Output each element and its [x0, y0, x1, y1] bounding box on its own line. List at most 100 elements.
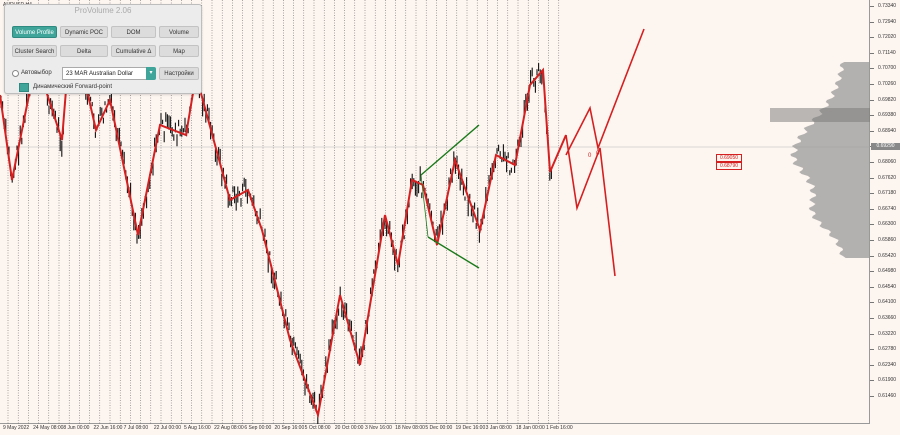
price-tick-label: 0.73340 [878, 3, 897, 9]
time-tick-label: 8 Jun 00:00 [63, 425, 90, 431]
time-tick-label: 18 Jan 00:00 [515, 425, 545, 431]
panel-title: ProVolume 2.06 [74, 6, 132, 15]
time-tick-label: 22 Jun 16:00 [93, 425, 123, 431]
price-tick-label: 0.63220 [878, 330, 897, 337]
price-tick-label: 0.72940 [878, 18, 897, 25]
point-of-control-band [770, 108, 870, 122]
provolume-panel: ProVolume 2.06 Volume Profile Dynamic PO… [4, 4, 202, 94]
price-tick-label: 0.61460 [878, 393, 897, 399]
dom-button[interactable]: DOM [111, 26, 156, 38]
price-tick [870, 130, 874, 132]
price-tick-label: 0.67620 [878, 174, 897, 181]
projection-up [565, 28, 645, 156]
cumulative-delta-button[interactable]: Cumulative Δ [111, 45, 156, 57]
zigzag-line [0, 39, 567, 419]
auto-select-radio[interactable] [12, 70, 19, 77]
price-tick [870, 21, 874, 23]
time-tick-label: 9 May 2022 [3, 425, 30, 431]
price-tick-label: 0.64540 [878, 283, 897, 290]
triangle-upper-line [420, 124, 480, 176]
settings-button[interactable]: Настройки [159, 67, 199, 80]
price-tick [870, 6, 874, 7]
time-tick-label: 22 Aug 08:00 [214, 425, 244, 431]
time-tick-label: 1 Feb 16:00 [546, 425, 573, 431]
time-tick-label: 20 Sep 16:00 [274, 425, 305, 431]
map-button[interactable]: Map [159, 45, 199, 57]
price-tick-label: 0.69820 [878, 96, 897, 103]
price-tag-lower: 0.68790 [716, 162, 742, 170]
price-tick-label: 0.66740 [878, 205, 897, 212]
projection-label: 0 [596, 151, 600, 157]
forward-point-toggle[interactable] [19, 83, 29, 92]
price-tick [870, 99, 874, 101]
volume-profile-button[interactable]: Volume Profile [12, 26, 57, 38]
forward-point-label: Динамический Forward-point [33, 84, 113, 90]
time-tick-label: 5 Aug 16:00 [184, 425, 211, 431]
projection-label: 0 [588, 153, 592, 159]
delta-button[interactable]: Delta [60, 45, 108, 57]
current-price-label: 0.69290 [871, 143, 900, 150]
volume-profile-histogram [790, 62, 870, 258]
time-axis[interactable]: 9 May 2022 24 May 08:00 8 Jun 00:00 22 Jun … [0, 424, 870, 435]
time-tick-label: 3 Jan 08:00 [485, 425, 512, 431]
price-tick-label: 0.67180 [878, 190, 897, 197]
time-tick-label: 20 Oct 00:00 [334, 425, 364, 431]
auto-select-label: Автовыбор [21, 70, 52, 76]
time-tick-label: 3 Nov 16:00 [365, 425, 392, 431]
triangle-lower-line [427, 236, 480, 269]
time-tick-label: 7 Jul 08:00 [123, 425, 149, 431]
time-tick-label: 18 Nov 08:00 [395, 425, 425, 431]
price-tick-label: 0.71140 [878, 49, 896, 56]
price-tick [870, 380, 874, 382]
price-tick [870, 37, 874, 39]
price-tick-label: 0.70260 [878, 81, 897, 87]
price-tick [870, 286, 874, 288]
price-tick-label: 0.65860 [878, 237, 897, 243]
price-tick [870, 364, 874, 366]
volume-button[interactable]: Volume [159, 26, 199, 38]
cluster-search-button[interactable]: Cluster Search [12, 45, 57, 57]
price-tick [870, 68, 874, 70]
dynamic-poc-button[interactable]: Dynamic POC [60, 26, 108, 38]
price-tick [870, 224, 874, 226]
price-tick-label: 0.62340 [878, 361, 897, 368]
price-tick-label: 0.62780 [878, 346, 897, 353]
price-tag-upper: 0.69050 [716, 154, 742, 162]
price-tick-label: 0.61900 [878, 377, 897, 384]
price-tick-label: 0.68940 [878, 127, 897, 134]
time-tick-label: 5 Dec 00:00 [425, 425, 453, 431]
time-tick-label: 22 Jul 00:00 [153, 425, 182, 431]
instrument-select[interactable]: 23 MAR Australian Dollar [62, 67, 148, 80]
price-tick-label: 0.68060 [878, 159, 897, 165]
price-tick [870, 396, 874, 397]
time-tick-label: 19 Dec 16:00 [455, 425, 486, 431]
price-tick [870, 193, 874, 195]
price-tick-label: 0.70700 [878, 65, 897, 72]
time-tick-label: 5 Oct 08:00 [304, 425, 331, 431]
price-tick [870, 52, 874, 54]
price-tick [870, 115, 874, 117]
price-tick-label: 0.64100 [878, 299, 897, 306]
price-tick-label: 0.64980 [878, 268, 897, 275]
price-tick [870, 318, 874, 319]
price-tick [870, 240, 874, 241]
price-tick [870, 255, 874, 257]
price-tick [870, 208, 874, 210]
price-tick [870, 162, 874, 163]
price-tick [870, 271, 874, 273]
price-tick-label: 0.72020 [878, 34, 897, 41]
chevron-down-icon[interactable]: ▾ [146, 67, 156, 80]
price-tick [870, 84, 874, 85]
time-tick-label: 24 May 08:00 [33, 425, 64, 431]
price-tick-label: 0.65420 [878, 252, 897, 259]
price-tick [870, 333, 874, 335]
triangle-base-line [420, 174, 429, 238]
price-tick-label: 0.63660 [878, 315, 897, 321]
price-tick [870, 302, 874, 304]
price-axis[interactable]: 0.73340 0.72940 0.72020 0.71140 0.70700 0.702… [870, 0, 900, 424]
price-tick [870, 177, 874, 179]
time-tick-label: 6 Sep 00:00 [244, 425, 272, 431]
projection-down [565, 134, 616, 277]
price-tick [870, 349, 874, 351]
price-tick-label: 0.66300 [878, 221, 897, 228]
